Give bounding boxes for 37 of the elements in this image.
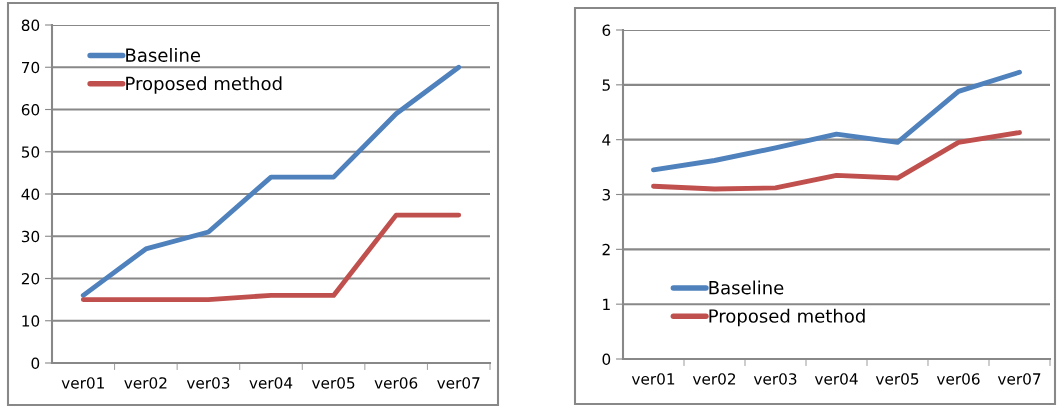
x-tick-label: ver01	[61, 377, 104, 389]
y-tick-label: 6	[602, 24, 611, 37]
y-tick-label: 2	[602, 243, 610, 256]
x-tick-label: ver06	[374, 377, 418, 389]
line-series	[80, 64, 462, 298]
y-tick-label: 20	[21, 272, 40, 285]
y-tick-label: 1	[603, 298, 610, 310]
y-tick-label: 60	[21, 103, 40, 116]
x-tick-label: ver04	[814, 373, 858, 385]
x-tick-label: ver05	[311, 377, 355, 389]
y-tick-label: 4	[602, 134, 611, 146]
x-tick-label: ver02	[124, 377, 167, 389]
y-tick-label: 0	[31, 357, 40, 370]
legend-label: Baseline	[709, 280, 784, 295]
y-tick-label: 3	[602, 188, 610, 201]
y-tick-label: 10	[22, 315, 40, 327]
y-tick-label: 70	[22, 61, 40, 74]
x-tick-label: ver01	[631, 373, 675, 385]
x-tick-label: ver07	[997, 373, 1041, 385]
legend-label: Proposed method	[126, 76, 282, 94]
x-tick-label: ver03	[186, 377, 230, 389]
x-tick-label: ver04	[249, 377, 293, 389]
x-tick-label: ver03	[753, 373, 797, 385]
x-tick-label: ver02	[692, 373, 736, 385]
y-tick-label: 50	[21, 146, 40, 158]
y-tick-label: 40	[21, 188, 40, 201]
legend-label: Baseline	[126, 48, 201, 62]
x-tick-label: ver06	[936, 373, 980, 385]
line-series	[651, 130, 1022, 192]
legend-label: Proposed method	[709, 308, 865, 327]
y-tick-label: 0	[602, 353, 611, 366]
line-series	[651, 69, 1022, 173]
x-tick-label: ver05	[875, 373, 919, 385]
y-tick-label: 30	[21, 230, 40, 243]
x-tick-label: ver07	[437, 377, 480, 389]
y-tick-label: 80	[21, 19, 40, 32]
y-tick-label: 5	[602, 79, 610, 91]
